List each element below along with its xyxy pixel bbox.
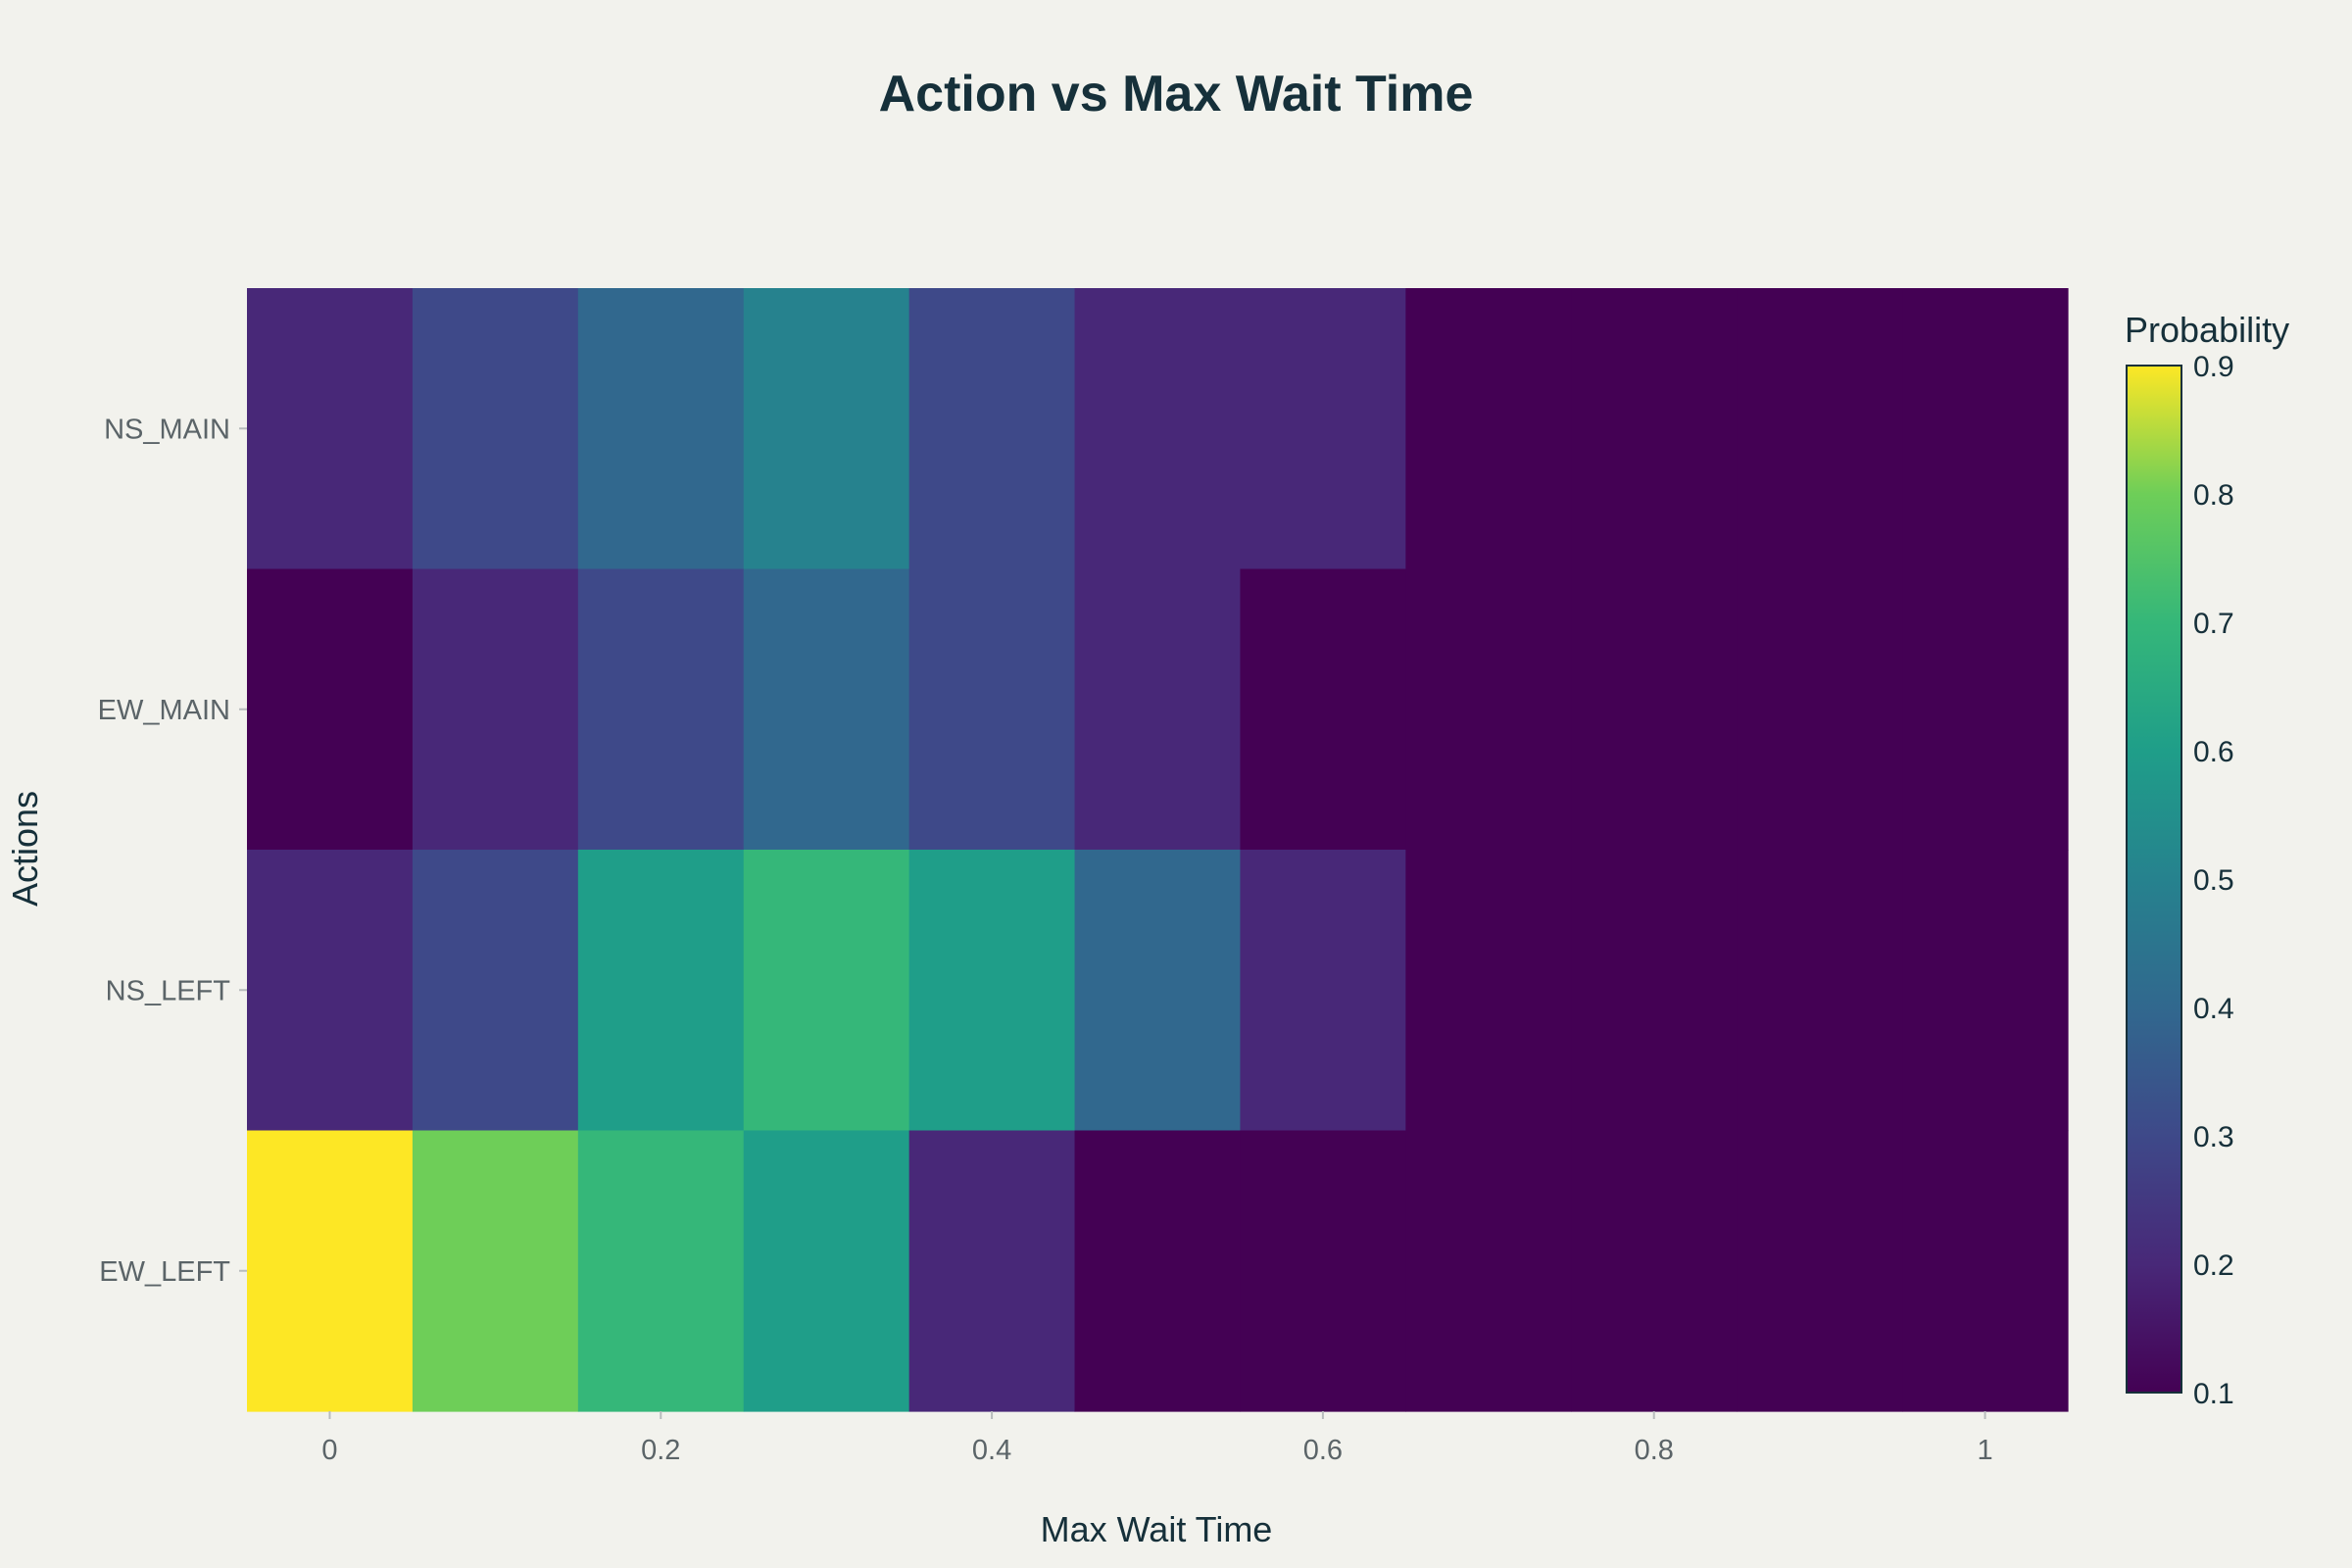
colorbar: Probability 0.1 0.2 0.3 0.4 0.5 0.6 0.7 0.8 0.9 [2125, 310, 2289, 1410]
heatmap-cell [577, 1130, 745, 1412]
colorbar-tick-label: 0.1 [2193, 1378, 2234, 1410]
colorbar-ticks: 0.1 0.2 0.3 0.4 0.5 0.6 0.7 0.8 0.9 [2193, 351, 2234, 1410]
colorbar-tick-label: 0.7 [2193, 608, 2234, 640]
colorbar-tick-label: 0.8 [2193, 479, 2234, 512]
heatmap-cell [743, 850, 910, 1132]
heatmap-cell [1074, 850, 1242, 1132]
x-tick-label: 0.4 [972, 1435, 1011, 1466]
heatmap-cell [908, 850, 1076, 1132]
heatmap-cell [412, 850, 579, 1132]
heatmap-cell [908, 288, 1076, 570]
heatmap-cell [1737, 850, 1903, 1132]
colorbar-gradient [2126, 365, 2182, 1394]
heatmap-cell [1902, 1130, 2069, 1412]
colorbar-tick-label: 0.2 [2193, 1250, 2234, 1282]
heatmap-cell [1074, 1130, 1242, 1412]
heatmap-cell [1074, 568, 1242, 851]
heatmap-cell [1074, 288, 1242, 570]
heatmap-cell [247, 288, 414, 570]
heatmap-cell [1240, 1130, 1406, 1412]
colorbar-tick-label: 0.5 [2193, 864, 2234, 897]
x-axis-title: Max Wait Time [1041, 1509, 1273, 1549]
heatmap-cell [1571, 568, 1738, 851]
x-tick-label: 0.8 [1635, 1435, 1674, 1466]
heatmap-cell [577, 850, 745, 1132]
heatmap-cell [1571, 850, 1738, 1132]
y-axis-title: Actions [5, 791, 45, 906]
x-tick-label: 0.6 [1303, 1435, 1343, 1466]
heatmap-cell [1737, 1130, 1903, 1412]
heatmap-cell [412, 568, 579, 851]
x-tick-label: 0 [321, 1435, 337, 1466]
heatmap-cell [1571, 1130, 1738, 1412]
heatmap-cell [1405, 288, 1572, 570]
heatmap-cell [1240, 568, 1406, 851]
y-tick-label: NS_MAIN [104, 414, 230, 445]
heatmap-cell [908, 1130, 1076, 1412]
heatmap-cell [577, 288, 745, 570]
colorbar-tick-label: 0.6 [2193, 736, 2234, 768]
heatmap-cell [247, 1130, 414, 1412]
heatmap-cell [1571, 288, 1738, 570]
x-axis-ticks: 0 0.2 0.4 0.6 0.8 1 [321, 1411, 1993, 1466]
heatmap-cells [247, 288, 2069, 1412]
colorbar-tick-label: 0.9 [2193, 351, 2234, 383]
y-axis-ticks: NS_MAIN EW_MAIN NS_LEFT EW_LEFT [98, 414, 247, 1288]
heatmap-cell [1405, 1130, 1572, 1412]
heatmap-cell [247, 568, 414, 851]
heatmap-cell [1737, 288, 1903, 570]
heatmap-cell [1737, 568, 1903, 851]
y-tick-label: EW_LEFT [99, 1256, 230, 1288]
heatmap-cell [1405, 850, 1572, 1132]
heatmap-cell [743, 1130, 910, 1412]
x-tick-label: 0.2 [641, 1435, 680, 1466]
heatmap-cell [412, 1130, 579, 1412]
heatmap-cell [247, 850, 414, 1132]
heatmap-cell [743, 288, 910, 570]
x-tick-label: 1 [1977, 1435, 1992, 1466]
heatmap-cell [1902, 850, 2069, 1132]
heatmap-cell [743, 568, 910, 851]
colorbar-title: Probability [2125, 310, 2289, 350]
heatmap-cell [1902, 568, 2069, 851]
colorbar-tick-label: 0.4 [2193, 993, 2234, 1025]
heatmap-cell [577, 568, 745, 851]
heatmap-cell [1405, 568, 1572, 851]
y-tick-label: NS_LEFT [106, 975, 231, 1006]
chart-title: Action vs Max Wait Time [879, 66, 1474, 122]
heatmap-cell [1240, 288, 1406, 570]
colorbar-tick-label: 0.3 [2193, 1121, 2234, 1153]
heatmap-cell [412, 288, 579, 570]
y-tick-label: EW_MAIN [98, 695, 230, 726]
heatmap-cell [1240, 850, 1406, 1132]
heatmap-cell [1902, 288, 2069, 570]
heatmap-cell [908, 568, 1076, 851]
